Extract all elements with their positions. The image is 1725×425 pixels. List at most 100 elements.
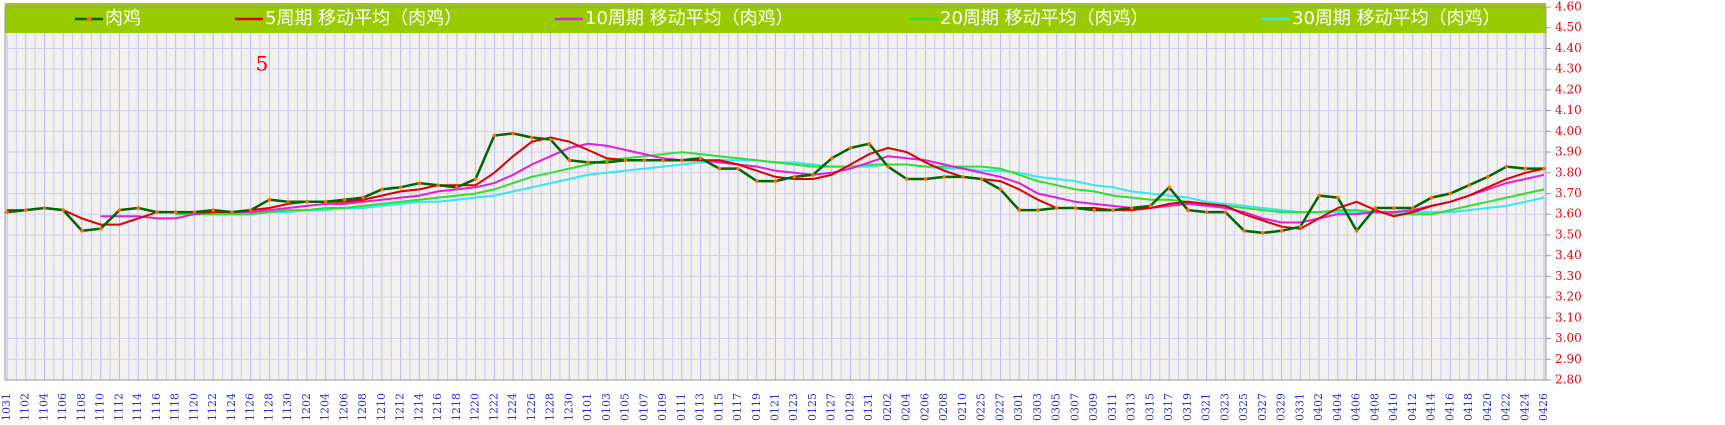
point-marker: [1504, 164, 1509, 169]
y-tick-label: 3.40: [1555, 248, 1582, 262]
x-tick-label: 1230: [562, 393, 575, 421]
point-marker: [1223, 210, 1228, 214]
series-line: [7, 136, 1545, 230]
x-tick-label: 1116: [150, 393, 163, 421]
x-tick-label: 0307: [1068, 393, 1081, 421]
x-tick-label: 1104: [37, 393, 50, 421]
point-marker: [717, 166, 722, 171]
x-tick-label: 1210: [375, 393, 388, 421]
point-marker: [192, 210, 197, 214]
point-marker: [623, 158, 628, 163]
x-tick-label: 0121: [769, 393, 782, 421]
x-tick-label: 1108: [75, 393, 88, 421]
x-tick-label: 1130: [281, 393, 294, 421]
point-marker: [548, 137, 553, 142]
y-tick-label: 3.70: [1555, 186, 1582, 200]
x-tick-label: 1122: [206, 393, 219, 421]
point-marker: [136, 206, 141, 210]
point-marker: [998, 187, 1003, 192]
x-tick-label: 1110: [94, 393, 107, 421]
point-marker: [773, 179, 778, 183]
x-tick-label: 0123: [787, 393, 800, 421]
x-tick-label: 1112: [112, 393, 125, 421]
point-marker: [173, 210, 178, 214]
point-marker: [230, 210, 234, 214]
point-marker: [586, 160, 590, 165]
x-tick-label: 1102: [19, 393, 32, 421]
x-tick-label: 0420: [1481, 393, 1494, 421]
legend-label: 30周期 移动平均（肉鸡）: [1292, 8, 1501, 29]
legend-marker: [86, 16, 92, 22]
point-marker: [1167, 185, 1171, 190]
x-tick-label: 1216: [431, 393, 444, 421]
x-tick-label: 1218: [450, 393, 463, 421]
x-tick-label: 0408: [1368, 393, 1381, 421]
x-tick-label: 0303: [1031, 393, 1044, 421]
x-tick-label: 1224: [506, 393, 519, 421]
x-tick-label: 1226: [525, 393, 538, 421]
y-tick-label: 3.30: [1555, 269, 1582, 283]
point-marker: [380, 187, 384, 192]
point-marker: [1111, 208, 1115, 212]
point-marker: [942, 175, 946, 179]
x-tick-label: 0111: [675, 393, 688, 421]
y-tick-label: 3.60: [1555, 207, 1582, 221]
x-tick-label: 0311: [1106, 393, 1119, 421]
x-tick-label: 0323: [1218, 393, 1231, 421]
legend-label: 20周期 移动平均（肉鸡）: [940, 8, 1149, 29]
x-tick-label: 1228: [544, 393, 557, 421]
point-marker: [80, 229, 84, 233]
point-marker: [867, 141, 872, 146]
x-tick-label: 0422: [1500, 393, 1513, 421]
point-marker: [1186, 208, 1190, 212]
x-tick-label: 1124: [225, 393, 238, 421]
point-marker: [754, 179, 759, 183]
point-marker: [1261, 231, 1265, 235]
y-tick-label: 4.60: [1555, 0, 1582, 14]
point-marker: [1373, 206, 1378, 210]
point-marker: [1542, 166, 1546, 171]
point-marker: [267, 197, 272, 202]
point-marker: [1036, 208, 1040, 212]
y-tick-label: 3.00: [1555, 331, 1582, 345]
point-marker: [1092, 208, 1096, 212]
x-tick-label: 0313: [1125, 393, 1138, 421]
x-tick-label: 0317: [1162, 393, 1175, 421]
point-marker: [23, 208, 28, 212]
point-marker: [1410, 206, 1415, 210]
point-marker: [1017, 208, 1021, 212]
x-tick-label: 0107: [637, 393, 650, 421]
x-tick-label: 0125: [806, 393, 819, 421]
point-marker: [248, 208, 253, 212]
x-tick-label: 0410: [1387, 393, 1400, 421]
point-marker: [1073, 206, 1078, 210]
x-tick-label: 0319: [1181, 393, 1194, 421]
y-tick-label: 4.00: [1555, 124, 1582, 138]
x-tick-label: 1120: [187, 393, 200, 421]
x-tick-label: 0404: [1331, 393, 1344, 421]
legend-label: 肉鸡: [105, 8, 141, 29]
x-tick-label: 0315: [1143, 393, 1156, 421]
y-tick-label: 4.50: [1555, 20, 1582, 34]
annotation: 5: [256, 52, 269, 76]
point-marker: [642, 158, 647, 163]
y-tick-label: 4.10: [1555, 103, 1582, 117]
x-tick-label: 1202: [300, 393, 313, 421]
point-marker: [792, 175, 797, 179]
y-tick-label: 4.20: [1555, 82, 1582, 96]
point-marker: [736, 166, 740, 171]
x-tick-label: 0129: [843, 393, 856, 421]
x-tick-label: 1128: [262, 393, 275, 421]
point-marker: [155, 210, 159, 214]
x-tick-label: 1208: [356, 393, 369, 421]
point-marker: [1279, 229, 1284, 233]
x-tick-label: 0327: [1256, 393, 1269, 421]
point-marker: [211, 208, 215, 212]
point-marker: [361, 195, 365, 200]
point-marker: [455, 185, 459, 190]
x-tick-label: 0225: [975, 393, 988, 421]
point-marker: [342, 197, 347, 202]
point-marker: [679, 158, 684, 163]
x-tick-label: 0127: [825, 393, 838, 421]
